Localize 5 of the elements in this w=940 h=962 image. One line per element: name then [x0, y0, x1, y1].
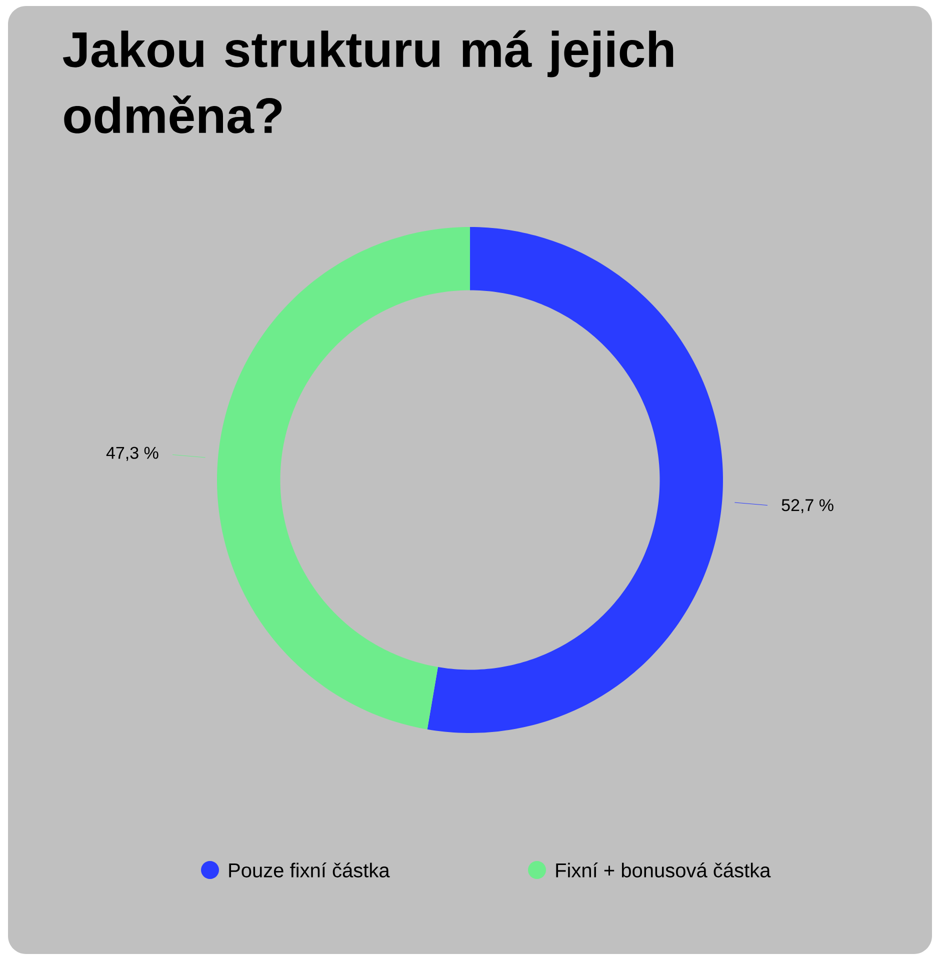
chart-title: Jakou strukturu má jejich odměna?	[62, 30, 674, 134]
legend-label: Pouze fixní částka	[229, 862, 390, 878]
data-label: 52,7 %	[782, 499, 834, 514]
data-label: 47,3 %	[106, 446, 158, 461]
legend-label: Fixní + bonusová částka	[556, 862, 771, 878]
